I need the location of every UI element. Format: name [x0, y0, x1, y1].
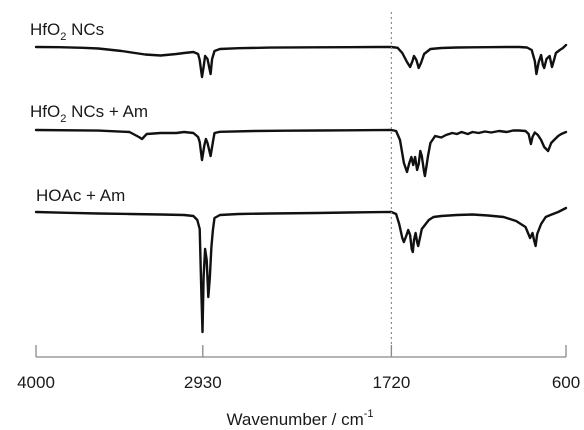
series-label-1: HfO2 NCs — [30, 20, 104, 43]
x-axis-label-text: Wavenumber / cm — [226, 410, 363, 429]
series-label-3: HOAc + Am — [36, 186, 125, 205]
x-axis-label: Wavenumber / cm-1 — [226, 408, 373, 429]
spectra-traces — [34, 43, 568, 334]
x-tick-label-4000: 4000 — [17, 373, 55, 392]
x-tick-label-1720: 1720 — [372, 373, 410, 392]
series-label-2: HfO2 NCs + Am — [30, 102, 148, 125]
x-axis-label-superscript: -1 — [364, 408, 374, 420]
spectrum-trace-2 — [34, 128, 568, 178]
x-axis: 4000 2930 1720 600 — [17, 12, 580, 392]
spectrum-trace-1 — [34, 43, 568, 79]
spectrum-trace-3 — [34, 206, 568, 334]
x-tick-label-600: 600 — [552, 373, 580, 392]
x-tick-label-2930: 2930 — [184, 373, 222, 392]
series-labels: HfO2 NCs HfO2 NCs + Am HOAc + Am — [30, 20, 148, 205]
